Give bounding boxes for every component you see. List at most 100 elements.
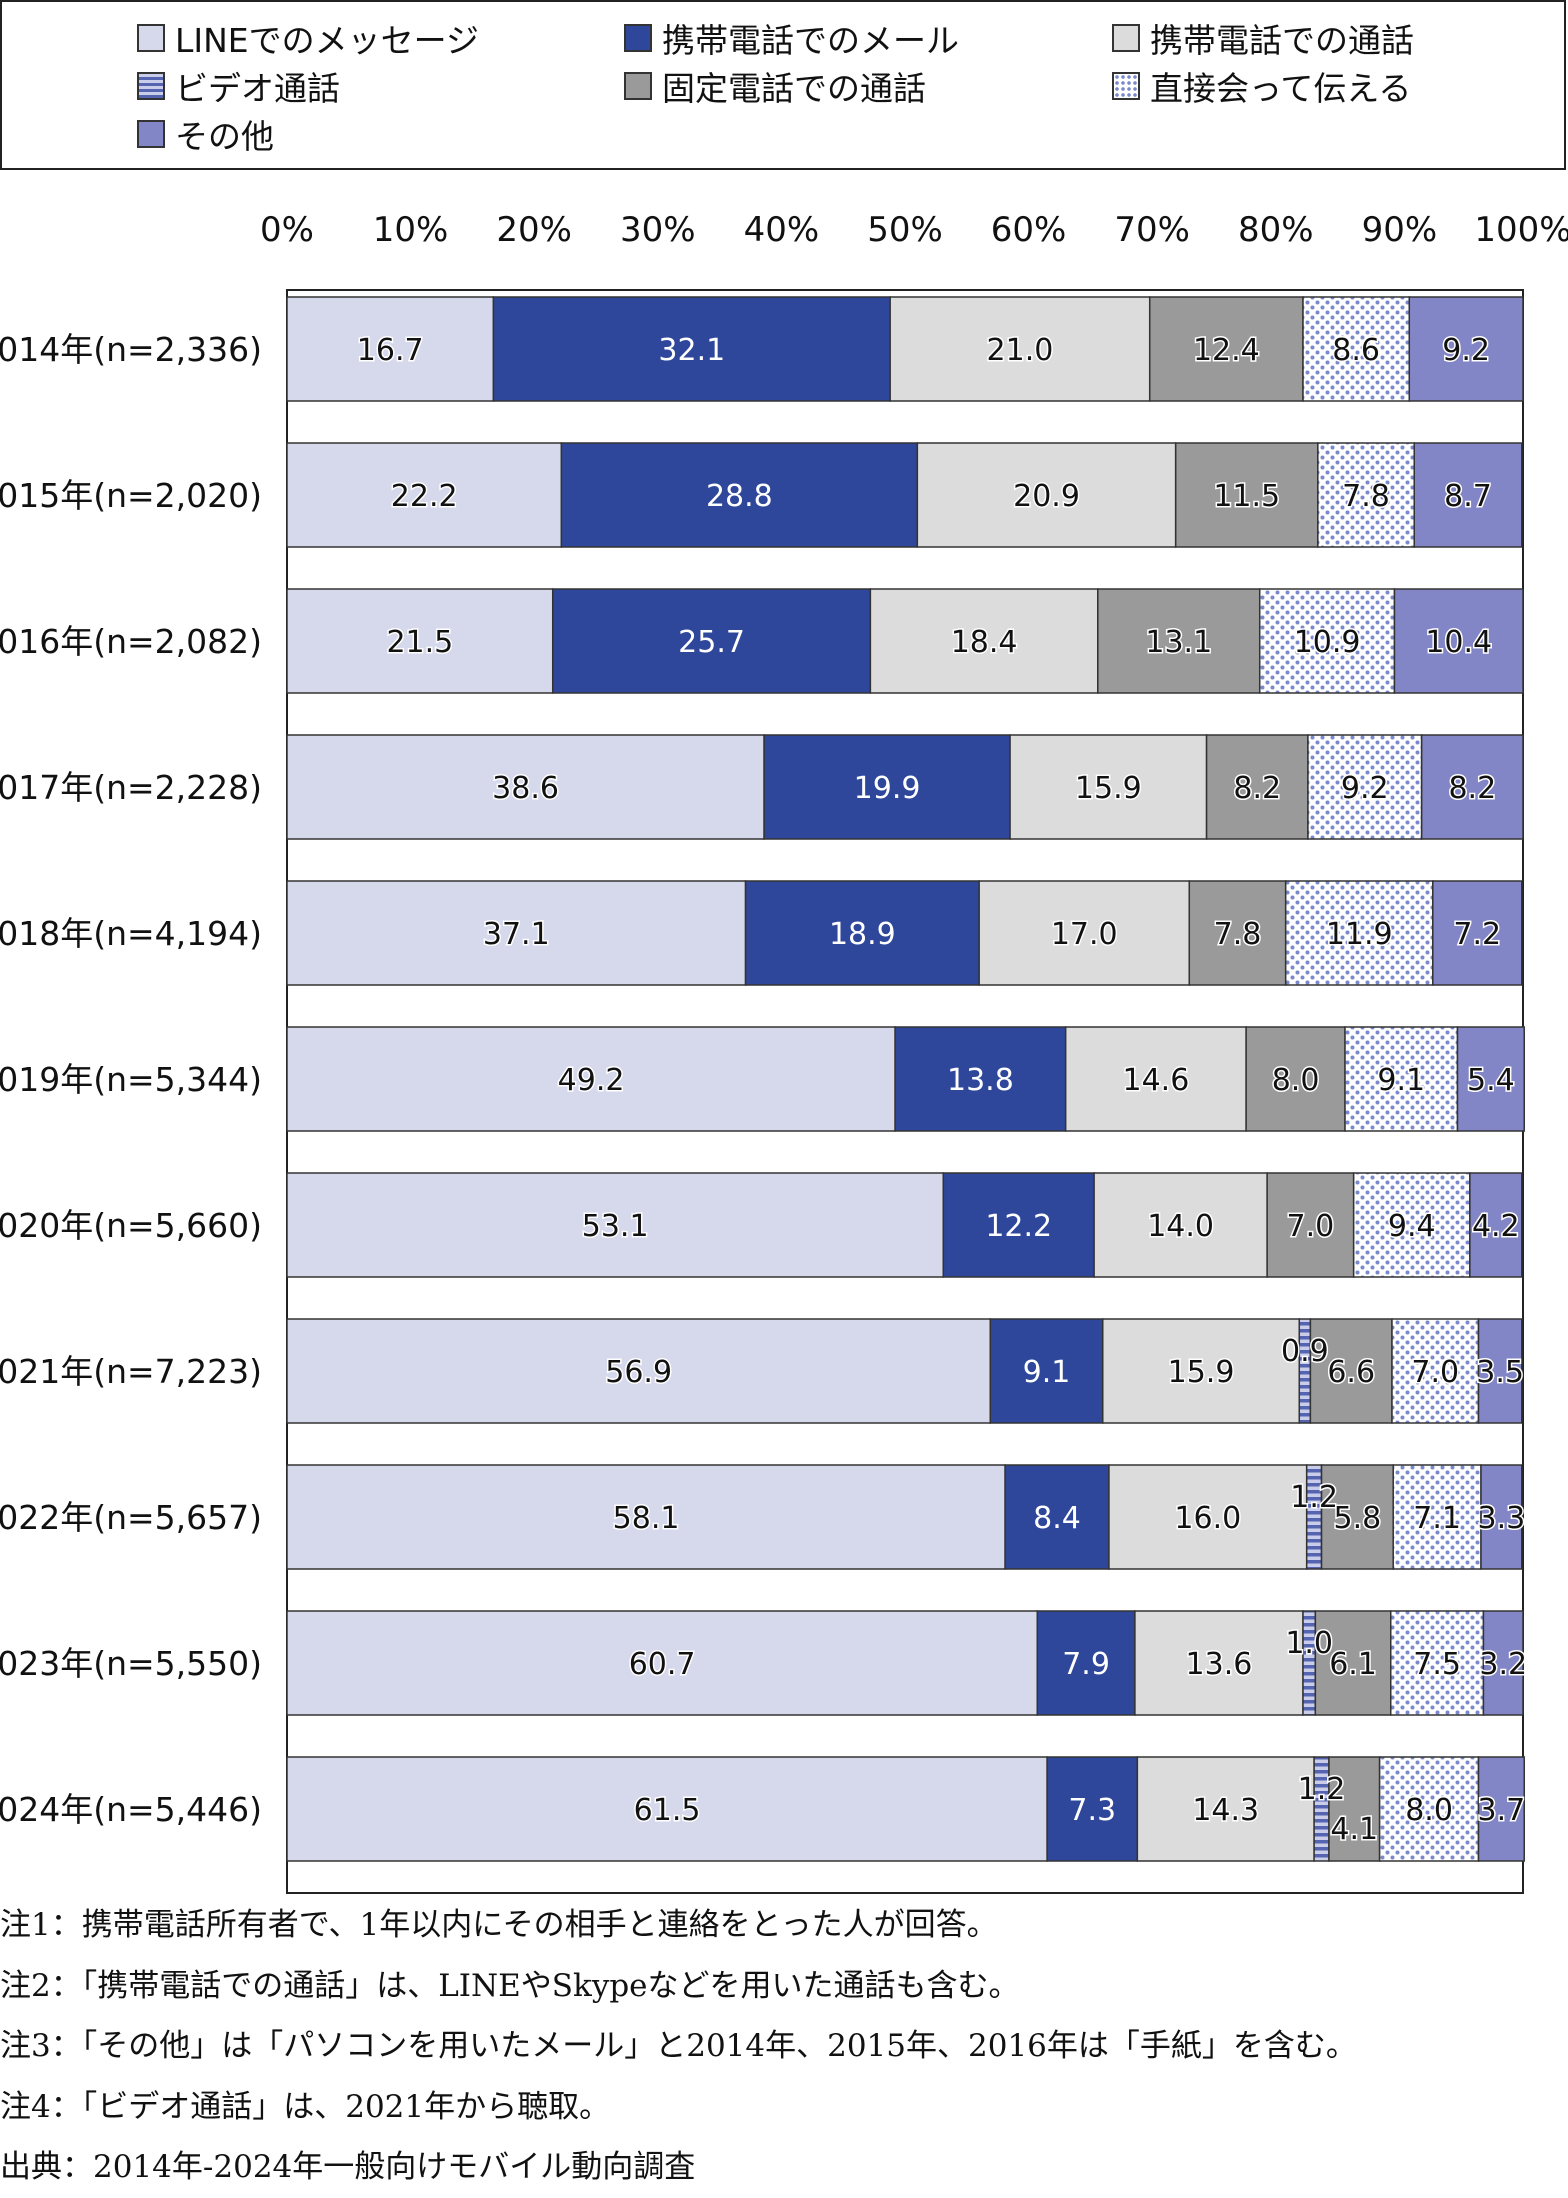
bar-segment: [286, 1756, 1048, 1862]
footnotes: 注1：携帯電話所有者で、1年以内にその相手と連絡をとった人が回答。 注2：「携帯…: [0, 1895, 1560, 2198]
legend-item: LINEでのメッセージ: [137, 16, 479, 60]
bar-value-label: 13.6: [1186, 1647, 1253, 1682]
legend-item: その他: [137, 112, 274, 156]
bar-value-label: 7.8: [1214, 917, 1262, 952]
bar-segment: [286, 734, 765, 840]
bar-value-label: 19.9: [854, 771, 921, 806]
bar-segment: [763, 734, 1011, 840]
bar-value-label: 13.1: [1145, 625, 1212, 660]
bar-value-label: 25.7: [678, 625, 745, 660]
bar-value-label: 53.1: [582, 1209, 649, 1244]
bar-segment: [1352, 1172, 1471, 1278]
legend-label: その他: [175, 117, 274, 156]
bar-segment: [869, 588, 1099, 694]
bar-value-label: 7.0: [1287, 1209, 1335, 1244]
bar-segment: [1317, 442, 1415, 548]
y-category-label: 2018年(n=4,194): [0, 914, 262, 953]
bar-segment: [1314, 1610, 1392, 1716]
bar-value-label: 7.9: [1062, 1647, 1110, 1682]
bar-value-label: 8.0: [1405, 1793, 1453, 1828]
bar-segment: [286, 1610, 1039, 1716]
bar-value-label: 15.9: [1075, 771, 1142, 806]
legend-swatch: [1112, 24, 1140, 52]
legend-swatch: [137, 72, 165, 100]
bar-segment: [1205, 734, 1309, 840]
bar-value-label: 9.4: [1388, 1209, 1436, 1244]
bar-value-label: 49.2: [558, 1063, 625, 1098]
bar-value-label: 3.7: [1478, 1793, 1526, 1828]
bar-value-label: 3.2: [1479, 1647, 1527, 1682]
bar-segment: [286, 1026, 896, 1132]
bar-segment: [1391, 1318, 1480, 1424]
legend-label: 携帯電話での通話: [1150, 21, 1414, 60]
bar-segment: [1148, 296, 1304, 402]
x-tick-label: 50%: [867, 210, 943, 250]
bar-value-label: 11.5: [1213, 479, 1280, 514]
bar-value-label: 10.4: [1425, 625, 1492, 660]
x-tick-label: 80%: [1238, 210, 1314, 250]
bar-value-label: 9.2: [1341, 771, 1389, 806]
bar-segment: [1344, 1026, 1459, 1132]
y-category-label: 2014年(n=2,336): [0, 330, 262, 369]
bar-segment: [1266, 1172, 1355, 1278]
bar-value-label: 8.6: [1332, 333, 1380, 368]
x-tick-label: 20%: [496, 210, 572, 250]
bar-value-label: 9.2: [1442, 333, 1490, 368]
legend-label: LINEでのメッセージ: [175, 21, 479, 60]
y-category-label: 2016年(n=2,082): [0, 622, 262, 661]
bar-value-label: 5.8: [1334, 1501, 1382, 1536]
bar-value-label: 38.6: [492, 771, 559, 806]
legend-swatch: [624, 72, 652, 100]
bar-value-label: 18.4: [951, 625, 1018, 660]
bar-value-label: 9.1: [1377, 1063, 1425, 1098]
bar-value-label: 58.1: [613, 1501, 680, 1536]
bar-value-label: 16.7: [357, 333, 424, 368]
note-3: 注3：「その他」は「パソコンを用いたメール」と2014年、2015年、2016年…: [0, 2028, 1357, 2064]
bar-value-label: 4.1: [1330, 1812, 1378, 1847]
bar-segment: [1009, 734, 1208, 840]
bar-segment: [1093, 1172, 1268, 1278]
bar-value-label: 7.1: [1413, 1501, 1461, 1536]
bar-value-label: 11.9: [1326, 917, 1393, 952]
bar-segment: [560, 442, 919, 548]
bar-value-label: 8.0: [1272, 1063, 1320, 1098]
bar-value-label: 6.1: [1329, 1647, 1377, 1682]
bar-value-label: 6.6: [1327, 1355, 1375, 1390]
y-category-label: 2019年(n=5,344): [0, 1060, 262, 1099]
bar-segment: [551, 588, 872, 694]
bar-segment: [1408, 296, 1524, 402]
bar-segment: [286, 1172, 945, 1278]
legend-swatch: [624, 24, 652, 52]
y-category-label: 2024年(n=5,446): [0, 1790, 262, 1829]
bar-segment: [492, 296, 891, 402]
bar-segment: [1309, 1318, 1393, 1424]
bar-value-label: 7.3: [1068, 1793, 1116, 1828]
bar-value-label: 28.8: [706, 479, 773, 514]
bar-segment: [1302, 296, 1411, 402]
bar-value-label: 0.9: [1281, 1334, 1329, 1369]
bar-segment: [1284, 880, 1434, 986]
x-tick-label: 10%: [373, 210, 449, 250]
bar-value-label: 14.0: [1147, 1209, 1214, 1244]
legend-item: 携帯電話でのメール: [624, 16, 959, 60]
bar-segment: [1328, 1756, 1381, 1862]
bar-value-label: 1.2: [1298, 1772, 1346, 1807]
bar-segment: [1004, 1464, 1110, 1570]
bar-segment: [1432, 880, 1523, 986]
x-tick-label: 90%: [1362, 210, 1438, 250]
y-category-label: 2023年(n=5,550): [0, 1644, 262, 1683]
bar-value-label: 14.6: [1123, 1063, 1190, 1098]
bar-value-label: 32.1: [658, 333, 725, 368]
x-tick-label: 60%: [991, 210, 1067, 250]
source-note: 出典：2014年-2024年一般向けモバイル動向調査: [0, 2149, 696, 2185]
bar-segment: [286, 880, 747, 986]
bar-value-label: 37.1: [483, 917, 550, 952]
legend-label: 直接会って伝える: [1150, 69, 1412, 108]
bar-segment: [1046, 1756, 1139, 1862]
bar-value-label: 16.0: [1174, 1501, 1241, 1536]
y-category-label: 2022年(n=5,657): [0, 1498, 262, 1537]
bar-value-label: 7.0: [1411, 1355, 1459, 1390]
bar-segment: [1469, 1172, 1523, 1278]
bar-segment: [1102, 1318, 1301, 1424]
bar-value-label: 10.9: [1294, 625, 1361, 660]
